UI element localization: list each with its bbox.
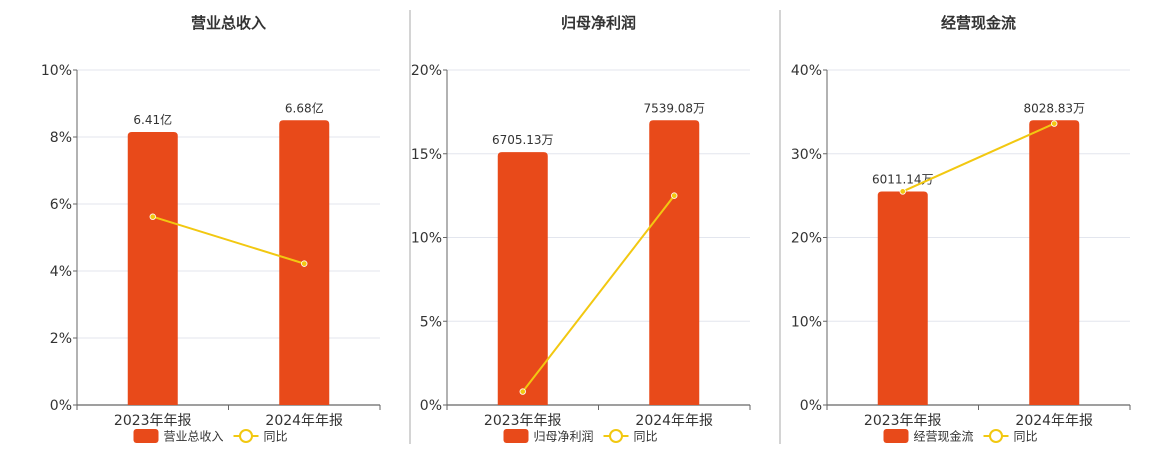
bar-data-label: 6011.14万 <box>872 172 934 186</box>
legend-line-marker <box>989 429 1003 443</box>
bar <box>127 131 178 405</box>
y-tick-label: 6% <box>50 197 72 213</box>
line-point <box>519 388 526 395</box>
bar-data-label: 6.68亿 <box>285 100 324 115</box>
chart-title: 经营现金流 <box>941 14 1016 32</box>
line-point <box>899 188 906 195</box>
y-tick-label: 40% <box>791 63 822 79</box>
bar-data-label: 8028.83万 <box>1023 101 1085 115</box>
y-tick-label: 0% <box>420 398 442 414</box>
bar <box>649 120 700 405</box>
x-category-label: 2024年年报 <box>1015 413 1093 429</box>
bar <box>497 152 548 405</box>
chart-title: 营业总收入 <box>191 14 266 32</box>
line-series <box>152 215 305 265</box>
legend-line-label: 同比 <box>634 430 658 444</box>
y-tick-label: 20% <box>411 63 442 79</box>
legend-bar-label: 经营现金流 <box>914 429 974 444</box>
y-tick-label: 8% <box>50 130 72 146</box>
legend-bar-swatch <box>133 429 159 443</box>
legend-line-label: 同比 <box>264 430 288 444</box>
legend-bar-swatch <box>503 429 529 443</box>
chart-title: 归母净利润 <box>561 14 636 32</box>
y-tick-label: 0% <box>800 398 822 414</box>
line-point <box>149 213 156 220</box>
line-point <box>1051 120 1058 127</box>
legend-bar-swatch <box>883 429 909 443</box>
legend-line-label: 同比 <box>1014 430 1038 444</box>
bar-data-label: 6705.13万 <box>492 133 554 147</box>
y-tick-label: 10% <box>41 63 72 79</box>
line-point <box>301 260 308 267</box>
bar <box>877 191 928 405</box>
y-tick-label: 10% <box>791 314 822 330</box>
y-tick-label: 15% <box>411 147 442 163</box>
y-tick-label: 4% <box>50 264 72 280</box>
y-tick-label: 0% <box>50 398 72 414</box>
legend-line-marker <box>239 429 253 443</box>
x-category-label: 2023年年报 <box>484 413 562 429</box>
x-category-label: 2023年年报 <box>864 413 942 429</box>
bar <box>1029 120 1080 405</box>
legend-bar-label: 营业总收入 <box>164 430 224 444</box>
y-tick-label: 30% <box>791 147 822 163</box>
x-category-label: 2023年年报 <box>114 413 192 429</box>
x-category-label: 2024年年报 <box>635 413 713 429</box>
line-point <box>671 192 678 199</box>
bar-data-label: 7539.08万 <box>643 101 705 115</box>
line-series <box>902 122 1055 193</box>
y-tick-label: 20% <box>791 231 822 247</box>
legend-line-marker <box>609 429 623 443</box>
y-tick-label: 10% <box>411 231 442 247</box>
y-tick-label: 5% <box>420 314 442 330</box>
legend-bar-label: 归母净利润 <box>534 430 594 444</box>
y-tick-label: 2% <box>50 331 72 347</box>
x-category-label: 2024年年报 <box>265 413 343 429</box>
bar-data-label: 6.41亿 <box>133 112 172 127</box>
line-series <box>521 195 676 393</box>
